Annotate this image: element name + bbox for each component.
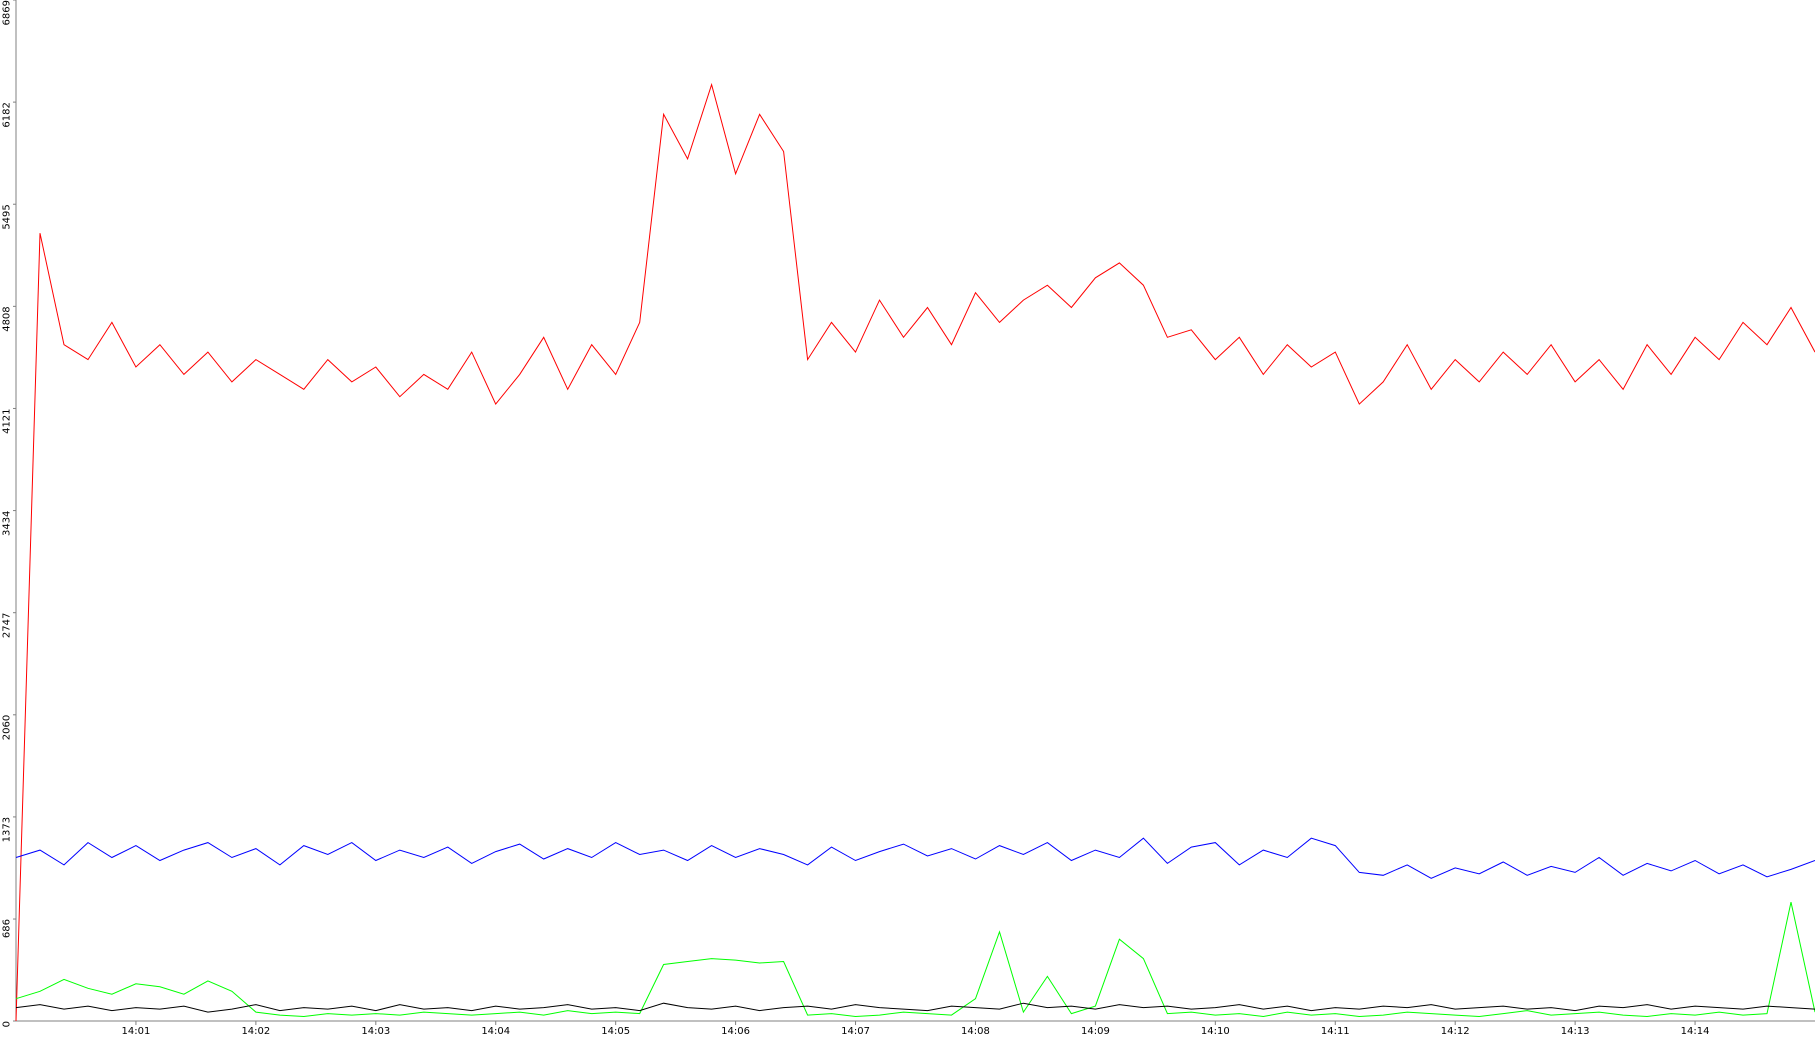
- series-line: [15, 82, 1815, 1022]
- x-tick-label: 14:09: [1081, 1026, 1110, 1037]
- x-tick-label: 14:07: [841, 1026, 870, 1037]
- y-tick-label: 686: [1, 919, 12, 938]
- x-tick-label: 14:06: [721, 1026, 750, 1037]
- y-tick-label: 0: [1, 1021, 12, 1027]
- y-tick-label: 2747: [1, 613, 12, 638]
- y-tick-label: 2060: [1, 715, 12, 740]
- series-line: [15, 837, 1815, 879]
- x-tick-label: 14:04: [481, 1026, 510, 1037]
- x-tick-label: 14:05: [601, 1026, 630, 1037]
- y-tick-label: 6182: [1, 102, 12, 127]
- x-tick-label: 14:08: [961, 1026, 990, 1037]
- x-tick-label: 14:10: [1201, 1026, 1230, 1037]
- y-tick-label: 3434: [1, 511, 12, 536]
- y-tick-label: 4121: [1, 408, 12, 433]
- x-tick-label: 14:11: [1321, 1026, 1350, 1037]
- x-tick-label: 14:01: [122, 1026, 151, 1037]
- y-tick-label: 1373: [1, 817, 12, 842]
- x-tick-label: 14:14: [1681, 1026, 1710, 1037]
- x-tick-label: 14:12: [1441, 1026, 1470, 1037]
- x-tick-label: 14:13: [1561, 1026, 1590, 1037]
- x-tick-label: 14:03: [361, 1026, 390, 1037]
- series-line: [15, 901, 1815, 1018]
- series-line: [15, 1002, 1815, 1013]
- y-tick-label: 4808: [1, 306, 12, 331]
- y-tick-label: 5495: [1, 204, 12, 229]
- x-tick-label: 14:02: [241, 1026, 270, 1037]
- y-tick-label: 6869: [1, 0, 12, 25]
